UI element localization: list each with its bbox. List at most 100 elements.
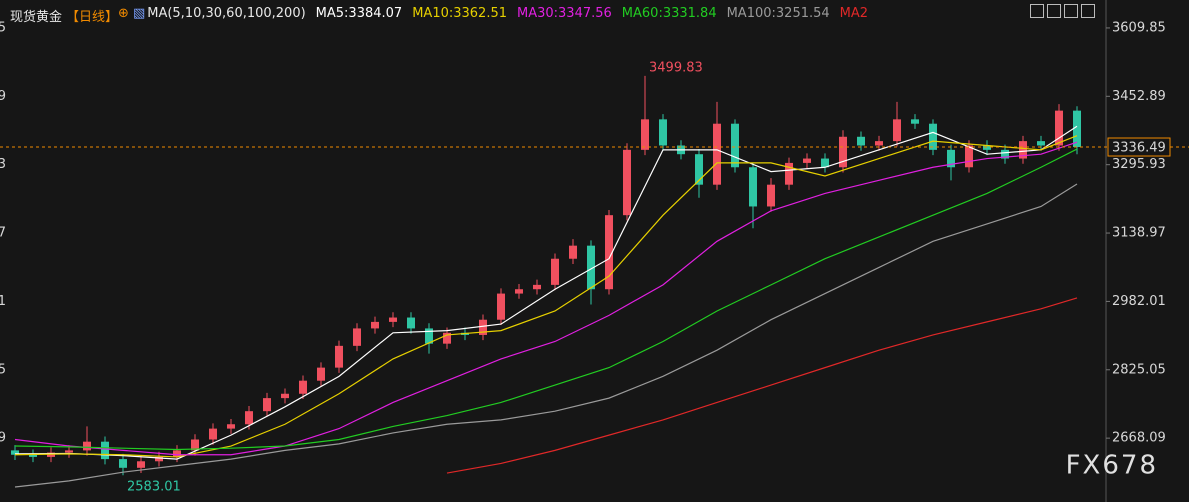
y-tick-label: 2668.09: [1112, 431, 1166, 446]
ma-line: [14, 135, 1078, 458]
legend-entry: MA2: [839, 6, 869, 21]
y-tick-label-left: 3609.85: [0, 20, 6, 35]
candle-body: [569, 245, 577, 259]
candle-body: [605, 215, 613, 290]
candle-body: [1019, 141, 1027, 159]
y-tick-label-left: 3295.93: [0, 157, 6, 172]
candle-body: [497, 293, 505, 320]
indicator-icon[interactable]: ▧: [132, 6, 146, 21]
legend-entry: MA60:3331.84: [621, 6, 717, 21]
candle-body: [785, 162, 793, 185]
candle-body: [515, 289, 523, 294]
candle-body: [479, 319, 487, 335]
last-price-label: 3336.49: [1112, 141, 1166, 156]
legend-entry: MA30:3347.56: [517, 6, 612, 21]
candle-body: [299, 380, 307, 394]
candle-body: [875, 141, 883, 146]
ma-line: [14, 125, 1078, 460]
ma-line: [14, 148, 1078, 451]
watermark: FX678: [1066, 451, 1158, 481]
last-price-box: [1107, 137, 1171, 157]
y-tick-label-left: 3138.97: [0, 226, 6, 241]
y-tick-label-left: 2825.05: [0, 362, 6, 377]
header: 现货黄金 【日线】 ⊕ ▧ MA(5,10,30,60,100,200) MA5…: [10, 6, 872, 25]
ma-line: [14, 183, 1078, 488]
title: 现货黄金: [10, 10, 63, 25]
tool-button[interactable]: [1030, 4, 1044, 18]
toolbar: [1030, 4, 1095, 18]
y-tick-label-left: 3452.89: [0, 89, 6, 104]
candle-body: [83, 441, 91, 451]
candle-body: [137, 461, 145, 468]
candle-body: [65, 450, 73, 453]
candle-body: [623, 149, 631, 216]
candle-body: [713, 123, 721, 185]
candle-body: [1055, 110, 1063, 146]
candle-body: [209, 428, 217, 440]
candle-body: [1001, 149, 1009, 159]
candle-body: [353, 328, 361, 346]
candle-body: [371, 321, 379, 329]
candle-body: [731, 123, 739, 168]
add-icon[interactable]: ⊕: [118, 6, 129, 21]
candle-body: [191, 439, 199, 451]
candle-body: [317, 367, 325, 381]
y-tick-label: 3138.97: [1112, 226, 1166, 241]
y-tick-label: 2825.05: [1112, 362, 1166, 377]
candle-body: [443, 332, 451, 344]
candle-body: [335, 345, 343, 368]
tool-button[interactable]: [1047, 4, 1061, 18]
candle-body: [551, 258, 559, 285]
candle-body: [29, 454, 37, 457]
y-tick-label-left: 2668.09: [0, 431, 6, 446]
candle-body: [947, 149, 955, 168]
low-label: 2583.01: [127, 480, 181, 495]
candle-body: [533, 284, 541, 290]
y-tick-label: 3295.93: [1112, 157, 1166, 172]
candle-body: [173, 450, 181, 457]
tool-button[interactable]: [1064, 4, 1078, 18]
candle-body: [11, 450, 19, 455]
candle-body: [641, 119, 649, 150]
candle-body: [119, 459, 127, 468]
candle-body: [227, 424, 235, 429]
candle-body: [965, 145, 973, 168]
indicator[interactable]: MA(5,10,30,60,100,200): [147, 6, 306, 21]
candle-body: [767, 184, 775, 207]
ma-line: [14, 141, 1078, 456]
legend-entry: MA5:3384.07: [315, 6, 403, 21]
tool-button[interactable]: [1081, 4, 1095, 18]
candle-body: [983, 145, 991, 150]
y-tick-label: 3452.89: [1112, 89, 1166, 104]
candle-body: [263, 398, 271, 412]
y-tick-label-left: 2982.01: [0, 294, 6, 309]
candle-body: [659, 119, 667, 146]
high-label: 3499.83: [649, 60, 703, 75]
legend-entry: MA10:3362.51: [412, 6, 507, 21]
candle-body: [1037, 141, 1045, 146]
candle-body: [929, 123, 937, 150]
candle-body: [407, 317, 415, 329]
candle-body: [587, 245, 595, 290]
candle-body: [839, 136, 847, 168]
period[interactable]: 【日线】: [66, 10, 119, 25]
candle-body: [1073, 110, 1081, 148]
candle-body: [389, 317, 397, 322]
candle-body: [803, 158, 811, 163]
candle-body: [695, 154, 703, 185]
candle-body: [245, 411, 253, 425]
candle-body: [281, 393, 289, 399]
candle-body: [821, 158, 829, 168]
candle-body: [155, 456, 163, 462]
y-tick-label: 2982.01: [1112, 294, 1166, 309]
ma-line: [446, 297, 1078, 474]
y-tick-label: 3609.85: [1112, 20, 1166, 35]
candle-body: [893, 119, 901, 142]
candle-body: [425, 328, 433, 344]
candle-body: [911, 119, 919, 124]
candle-body: [749, 167, 757, 207]
candle-body: [101, 441, 109, 460]
candle-body: [857, 136, 865, 146]
